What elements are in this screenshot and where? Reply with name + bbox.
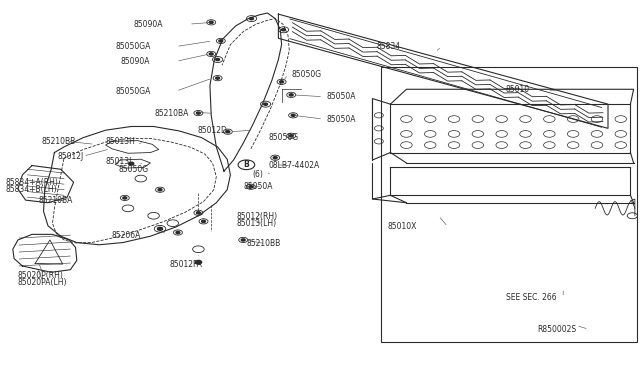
Text: 85013(LH): 85013(LH)	[237, 219, 277, 228]
Circle shape	[129, 162, 134, 165]
Circle shape	[273, 157, 277, 159]
Text: 85012D: 85012D	[197, 126, 227, 135]
Circle shape	[196, 112, 200, 114]
Text: 85050GA: 85050GA	[115, 87, 150, 96]
Circle shape	[202, 220, 205, 222]
Circle shape	[280, 81, 284, 83]
Text: 85050A: 85050A	[326, 115, 356, 124]
Circle shape	[289, 94, 293, 96]
Circle shape	[157, 227, 163, 230]
Text: 85013H: 85013H	[106, 137, 136, 146]
Circle shape	[291, 114, 295, 116]
Circle shape	[195, 260, 202, 264]
Circle shape	[249, 186, 253, 188]
Circle shape	[241, 239, 245, 241]
Text: 85210BA: 85210BA	[38, 196, 73, 205]
Bar	[381, 67, 637, 342]
Circle shape	[216, 77, 220, 79]
Text: 85012J: 85012J	[58, 152, 84, 161]
Circle shape	[289, 135, 293, 137]
Text: R850002S: R850002S	[538, 325, 577, 334]
Text: 85210BA: 85210BA	[154, 109, 189, 118]
Text: SEE SEC. 266: SEE SEC. 266	[506, 293, 556, 302]
Circle shape	[250, 17, 253, 20]
Text: 85020PA(LH): 85020PA(LH)	[18, 278, 67, 287]
Circle shape	[216, 58, 220, 61]
Text: 85834: 85834	[376, 42, 401, 51]
Circle shape	[176, 231, 180, 234]
Circle shape	[209, 21, 213, 23]
Text: 85013J: 85013J	[106, 157, 132, 166]
Circle shape	[123, 197, 127, 199]
Circle shape	[196, 212, 200, 214]
Text: 85050A: 85050A	[326, 92, 356, 101]
Text: 85050G: 85050G	[118, 165, 148, 174]
Text: 85090A: 85090A	[134, 20, 163, 29]
Text: (6): (6)	[253, 170, 264, 179]
Circle shape	[209, 53, 213, 55]
Text: 85050G: 85050G	[291, 70, 321, 79]
Text: 85010: 85010	[506, 85, 530, 94]
Circle shape	[226, 131, 230, 133]
Circle shape	[158, 189, 162, 191]
Circle shape	[282, 29, 285, 31]
Text: 85206A: 85206A	[112, 231, 141, 240]
Text: 85012(RH): 85012(RH)	[237, 212, 278, 221]
Text: 85834+B(LH): 85834+B(LH)	[5, 185, 57, 194]
Text: 85010X: 85010X	[387, 222, 417, 231]
Text: 85210BB: 85210BB	[246, 239, 281, 248]
Text: 85090A: 85090A	[121, 57, 150, 66]
Text: 85050GA: 85050GA	[115, 42, 150, 51]
Text: 85020P(RH): 85020P(RH)	[18, 271, 64, 280]
Text: 85050A: 85050A	[243, 182, 273, 191]
Text: 85210BB: 85210BB	[42, 137, 76, 146]
Text: B: B	[244, 160, 249, 169]
Text: 08LB7-4402A: 08LB7-4402A	[269, 161, 320, 170]
Circle shape	[264, 103, 268, 105]
Text: 85012FA: 85012FA	[170, 260, 202, 269]
Text: 85050G: 85050G	[269, 133, 299, 142]
Circle shape	[219, 40, 223, 42]
Text: 85834+A(RH): 85834+A(RH)	[5, 178, 58, 187]
